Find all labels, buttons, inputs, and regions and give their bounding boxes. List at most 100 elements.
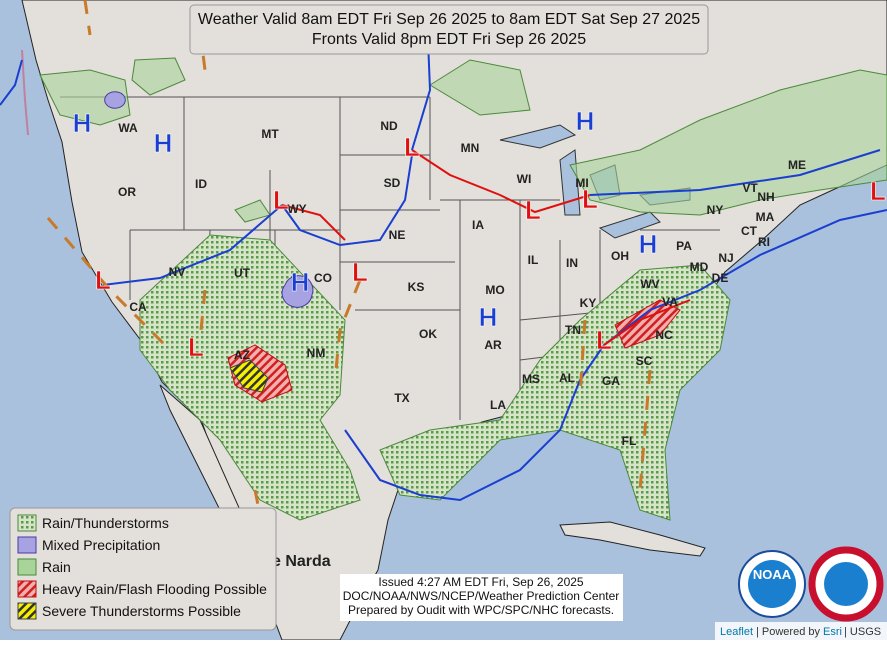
state-label: CT: [741, 224, 758, 238]
state-label: MS: [522, 372, 540, 386]
state-labels: WA OR ID MT WY ND SD NE MN WI MI IA IL I…: [118, 119, 806, 448]
state-label: LA: [490, 398, 506, 412]
fronts: [0, 39, 887, 502]
state-label: TN: [565, 323, 581, 337]
low-center: L: [404, 132, 420, 162]
noaa-logo-inner: [748, 560, 796, 608]
state-label: SC: [636, 354, 653, 368]
mixed-precip-area: [104, 91, 314, 308]
state-label: SD: [384, 176, 401, 190]
state-label: OR: [118, 185, 136, 199]
state-label: VT: [742, 181, 758, 195]
state-label: VA: [662, 295, 678, 309]
low-center: L: [870, 176, 886, 206]
state-label: MN: [461, 141, 480, 155]
state-label: FL: [622, 434, 637, 448]
cuba: [559, 521, 706, 557]
state-label: NM: [307, 346, 326, 360]
legend: Rain/Thunderstorms Mixed Precipitation R…: [9, 507, 277, 631]
state-label: ME: [788, 158, 806, 172]
low-center: L: [352, 257, 368, 287]
state-label: IA: [472, 218, 484, 232]
state-label: NJ: [718, 251, 733, 265]
troughs: [46, 0, 652, 541]
rain-area: [39, 57, 531, 223]
state-label: WI: [517, 172, 532, 186]
state-label: MD: [690, 260, 709, 274]
legend-label: Mixed Precipitation: [42, 537, 160, 553]
high-center: H: [291, 267, 310, 297]
issued-line: Issued 4:27 AM EDT Fri, Sep 26, 2025: [378, 575, 584, 589]
logos: NOAA: [738, 546, 884, 622]
low-center: L: [188, 332, 204, 362]
leaflet-link[interactable]: Leaflet: [720, 626, 753, 638]
attribution-background: [715, 622, 887, 640]
legend-swatch: [17, 514, 37, 532]
state-label: ND: [380, 119, 398, 133]
state-label: NE: [389, 228, 406, 242]
state-label: TX: [394, 391, 409, 405]
legend-swatch: [17, 602, 37, 620]
state-label: WY: [287, 202, 306, 216]
state-label: NH: [757, 190, 774, 204]
rain-area: [569, 69, 887, 216]
issued-line: Prepared by Oudit with WPC/SPC/NHC forec…: [348, 603, 614, 617]
state-label: NV: [169, 265, 186, 279]
title-line: Fronts Valid 8pm EDT Fri Sep 26 2025: [312, 31, 586, 48]
legend-swatch: [17, 536, 37, 554]
state-label: WV: [640, 277, 659, 291]
severe-area: [229, 359, 269, 393]
title-line: Weather Valid 8am EDT Fri Sep 26 2025 to…: [198, 11, 700, 28]
legend-label: Rain/Thunderstorms: [42, 515, 169, 531]
state-label: NY: [707, 203, 724, 217]
state-label: AZ: [234, 348, 250, 362]
state-label: KS: [408, 280, 425, 294]
high-center: H: [154, 128, 173, 158]
title-box: Weather Valid 8am EDT Fri Sep 26 2025 to…: [189, 4, 709, 55]
issued-box: Issued 4:27 AM EDT Fri, Sep 26, 2025 DOC…: [340, 574, 623, 621]
storm-label: e Narda: [272, 553, 331, 570]
state-label: OK: [419, 327, 437, 341]
high-center: H: [639, 229, 658, 259]
esri-link[interactable]: Esri: [823, 626, 842, 638]
state-label: IL: [528, 253, 539, 267]
high-center: H: [73, 108, 92, 138]
state-label: MO: [485, 283, 504, 297]
noaa-logo-text: NOAA: [753, 567, 792, 582]
issued-line: DOC/NOAA/NWS/NCEP/Weather Prediction Cen…: [343, 589, 620, 603]
high-center: H: [479, 302, 498, 332]
legend-swatch: [17, 580, 37, 598]
state-label: CA: [129, 300, 147, 314]
nws-logo-inner: [824, 562, 868, 606]
state-label: ID: [195, 177, 207, 191]
precip-areas: [39, 57, 887, 521]
heavy-rain-area: [227, 299, 681, 403]
state-label: AL: [559, 371, 575, 385]
state-label: WA: [118, 121, 138, 135]
pressure-centers: H H H H H H L L L L L L L L L: [72, 106, 886, 363]
state-label: MT: [261, 127, 279, 141]
state-label: AR: [484, 338, 502, 352]
state-label: PA: [676, 239, 692, 253]
low-center: L: [596, 325, 612, 355]
high-center: H: [576, 106, 595, 136]
issued-background: [340, 574, 623, 621]
legend-background: [9, 507, 277, 631]
legend-swatch: [17, 558, 37, 576]
state-label: NC: [655, 328, 673, 342]
attribution: Leaflet | Powered by Esri | USGS: [715, 622, 887, 640]
state-label: GA: [602, 374, 620, 388]
legend-label: Rain: [42, 559, 71, 575]
state-label: KY: [580, 296, 597, 310]
state-label: DE: [712, 271, 729, 285]
state-label: IN: [566, 256, 578, 270]
attribution-text: | USGS: [844, 626, 881, 638]
state-label: UT: [234, 266, 251, 280]
low-center: L: [525, 195, 541, 225]
state-label: MI: [575, 176, 588, 190]
state-label: CO: [314, 271, 332, 285]
state-label: RI: [758, 235, 770, 249]
low-center: L: [273, 185, 289, 215]
low-center: L: [95, 265, 111, 295]
